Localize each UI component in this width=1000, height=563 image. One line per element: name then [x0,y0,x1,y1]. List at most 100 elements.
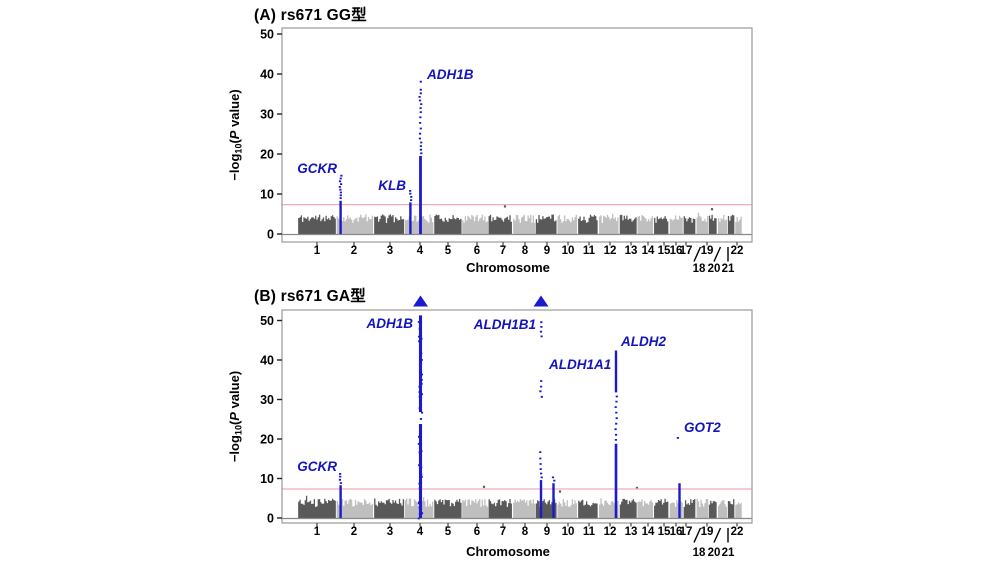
chrom-label-1: 1 [314,245,321,257]
snp-bars-chr5 [434,214,462,234]
chrom-label-7: 7 [500,245,506,257]
y-tick-label: 10 [260,472,274,486]
chrom-label-10: 10 [562,245,575,257]
chrom-label-12: 12 [604,526,617,538]
snp-bars-chr18 [696,212,709,234]
chrom-label-connector [693,246,702,262]
chrom-label-13: 13 [625,245,638,257]
y-tick-label: 30 [260,393,274,407]
snp-bars-chr17 [683,499,696,518]
peak-aldh1a1 [551,476,556,518]
snp-bars-chr7 [488,214,512,234]
peak-got2 [676,437,681,518]
chrom-label-17: 17 [680,245,693,257]
chrom-label-15: 15 [658,526,671,538]
gene-label-aldh1b1: ALDH1B1 [473,317,536,332]
snp-bars-chr1 [298,495,336,518]
snp-bars-chr15 [654,216,669,234]
snp-bars-chr1 [298,214,336,234]
y-tick-label: 50 [260,314,274,328]
offscale-arrow [413,295,428,307]
snp-bars-chr9 [535,214,557,234]
snp-bars-chr21 [727,214,735,234]
offscale-arrow [533,295,549,307]
y-axis-label: −log10(P value) [227,371,244,462]
snp-bars-chr3 [374,498,405,518]
chrom-label-4: 4 [417,245,424,257]
chrom-label-22: 22 [731,245,744,257]
chrom-label-5: 5 [445,245,452,257]
snp-bars-chr22 [735,216,742,234]
chrom-label-19: 19 [701,526,714,538]
snp-bars-chr20 [717,214,728,234]
snp-bars-chr2 [336,498,374,518]
outlier-dot [482,485,486,488]
y-tick-label: 40 [260,354,274,368]
chrom-label-connector [713,527,722,543]
chrom-label-11: 11 [583,526,596,538]
snp-bars-chr5 [434,499,462,518]
snp-bars-chr8 [513,214,536,234]
peak-gckr [338,174,343,234]
gene-label-got2: GOT2 [684,420,721,435]
chrom-label-17: 17 [680,526,693,538]
snp-bars-chr8 [513,499,536,518]
snp-bars-chr16 [669,215,683,234]
chrom-label-14: 14 [642,245,655,257]
chrom-label-18: 18 [693,263,706,275]
snp-bars-chr14 [637,214,654,234]
chrom-label-9: 9 [544,245,550,257]
snp-bars-chr19 [708,214,717,234]
x-axis-title: Chromosome [466,260,550,275]
chrom-label-15: 15 [658,245,671,257]
snp-bars-chr10 [557,499,577,518]
snp-bars-chr14 [637,499,654,518]
x-axis-title: Chromosome [466,544,550,559]
y-tick-label: 0 [267,228,274,242]
y-tick-label: 0 [267,512,274,526]
y-tick-label: 40 [260,68,274,82]
snp-bars-chr11 [578,499,598,518]
chrom-label-6: 6 [474,245,480,257]
peak-klb [409,190,413,234]
peak-adh1b [418,80,423,234]
snp-bars-chr12 [599,213,619,234]
snp-bars-chr20 [717,500,728,518]
y-tick-label: 30 [260,108,274,122]
chrom-label-1: 1 [314,526,321,538]
chrom-label-18: 18 [693,547,706,559]
snp-bars-chr19 [708,500,717,518]
peak-gckr [338,473,342,518]
snp-bars-chr3 [374,214,405,234]
gene-label-aldh2: ALDH2 [620,334,666,349]
panel-b-title: (B) rs671 GA型 [254,288,366,305]
peak-aldh2 [614,350,618,518]
snp-bars-chr22 [735,502,742,518]
plot-frame [281,27,753,243]
outlier-dot [635,486,639,490]
gene-label-aldh1a1: ALDH1A1 [548,357,611,372]
chrom-label-13: 13 [625,526,638,538]
chrom-label-20: 20 [708,547,721,559]
chrom-label-connector [693,527,702,543]
chrom-label-11: 11 [583,245,596,257]
outlier-dot [558,490,562,493]
chrom-label-20: 20 [708,263,721,275]
gene-label-gckr: GCKR [297,161,337,176]
gene-label-klb: KLB [378,178,406,193]
chrom-label-2: 2 [351,526,357,538]
y-tick-label: 20 [260,433,274,447]
chrom-label-16: 16 [670,245,683,257]
outlier-dot [503,205,507,208]
snp-bars-chr11 [578,214,598,234]
snp-bars-chr7 [488,499,512,518]
snp-bars-chr10 [557,214,577,234]
gene-label-adh1b: ADH1B [426,67,474,82]
chrom-label-14: 14 [642,526,655,538]
snp-bars-chr17 [683,216,696,234]
gene-label-adh1b: ADH1B [365,316,413,331]
chrom-label-connector [713,246,722,262]
